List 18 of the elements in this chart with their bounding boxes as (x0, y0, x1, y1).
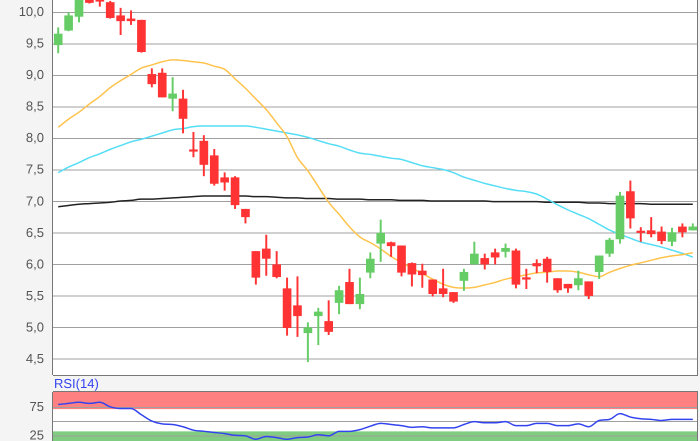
y-tick-label: 9,5 (26, 36, 44, 51)
line-series (57, 125, 694, 258)
y-tick-label: 5,5 (26, 288, 44, 303)
y-tick-label: 8,5 (26, 98, 44, 114)
line-series (57, 402, 694, 440)
y-tick-label: 6,0 (26, 256, 44, 272)
y-tick-label: 75 (30, 398, 44, 414)
y-tick-label: 5,0 (26, 319, 44, 334)
y-tick-label: 10,0 (18, 4, 44, 20)
y-tick-label: 7,0 (26, 193, 44, 208)
y-tick-label: 9,0 (26, 67, 44, 82)
y-tick-label: 6,5 (26, 224, 44, 240)
y-tick-label: 8,0 (26, 130, 44, 146)
y-tick-label: 4,5 (26, 350, 44, 366)
y-tick-label: 7,5 (26, 162, 44, 177)
y-tick-label: 25 (30, 427, 44, 441)
series-label: RSI(14) (54, 376, 99, 392)
line-series (57, 195, 694, 208)
